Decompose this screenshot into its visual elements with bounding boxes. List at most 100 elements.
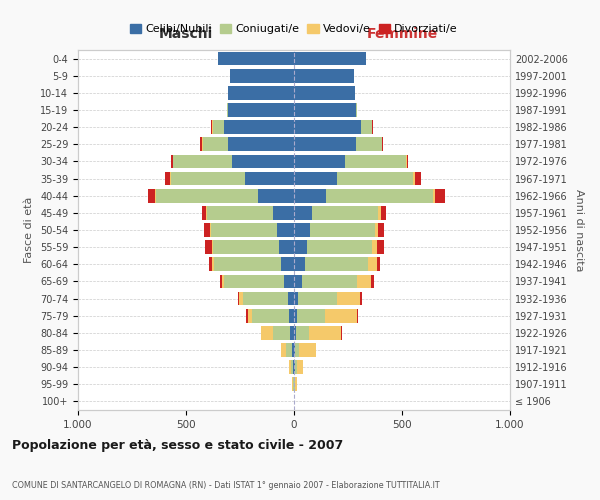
Bar [294,223,310,237]
Bar [308,326,341,340]
Text: COMUNE DI SANTARCANGELO DI ROMAGNA (RN) - Dati ISTAT 1° gennaio 2007 - Elaborazi: COMUNE DI SANTARCANGELO DI ROMAGNA (RN) … [12,481,440,490]
Bar [246,309,248,322]
Bar [286,343,292,357]
Bar [232,154,294,168]
Bar [171,172,245,185]
Bar [434,189,445,202]
Bar [148,189,155,202]
Bar [207,206,273,220]
Bar [356,138,382,151]
Bar [294,309,297,322]
Bar [245,172,294,185]
Bar [214,120,224,134]
Y-axis label: Fasce di età: Fasce di età [25,197,34,263]
Bar [224,274,284,288]
Bar [156,189,259,202]
Bar [230,69,294,82]
Bar [294,258,305,271]
Bar [294,154,346,168]
Bar [289,360,291,374]
Bar [294,274,302,288]
Bar [210,223,211,237]
Bar [294,86,355,100]
Bar [211,223,277,237]
Bar [238,292,239,306]
Bar [378,206,381,220]
Bar [290,326,294,340]
Bar [294,103,356,117]
Bar [295,360,297,374]
Bar [170,172,171,185]
Bar [433,189,434,202]
Bar [346,154,406,168]
Bar [378,223,384,237]
Bar [375,223,378,237]
Bar [377,240,384,254]
Bar [211,120,212,134]
Bar [360,292,362,306]
Bar [377,258,380,271]
Bar [310,223,375,237]
Bar [281,343,286,357]
Bar [326,189,433,202]
Bar [294,52,366,66]
Bar [415,172,421,185]
Bar [341,326,342,340]
Bar [413,172,415,185]
Bar [202,206,206,220]
Bar [273,206,294,220]
Bar [307,240,372,254]
Bar [214,258,281,271]
Bar [205,240,212,254]
Bar [382,138,383,151]
Bar [212,120,214,134]
Bar [200,138,202,151]
Bar [259,189,294,202]
Bar [281,258,294,271]
Bar [280,240,294,254]
Bar [239,292,242,306]
Bar [222,274,224,288]
Bar [206,206,207,220]
Bar [294,138,356,151]
Bar [356,309,358,322]
Bar [361,120,372,134]
Bar [294,360,295,374]
Bar [381,206,386,220]
Bar [248,309,252,322]
Bar [203,138,228,151]
Bar [295,343,299,357]
Bar [289,309,294,322]
Bar [294,326,296,340]
Bar [288,292,294,306]
Bar [302,274,356,288]
Bar [298,292,337,306]
Bar [372,240,377,254]
Bar [218,52,294,66]
Bar [171,154,173,168]
Bar [356,274,371,288]
Bar [294,120,361,134]
Bar [295,378,298,391]
Bar [277,223,294,237]
Bar [284,274,294,288]
Bar [299,343,316,357]
Bar [371,274,374,288]
Bar [297,360,303,374]
Bar [228,138,294,151]
Bar [227,103,228,117]
Bar [273,326,290,340]
Bar [155,189,156,202]
Text: Femmine: Femmine [367,27,437,41]
Bar [165,172,170,185]
Bar [224,120,294,134]
Bar [407,154,409,168]
Bar [294,189,326,202]
Bar [242,292,288,306]
Bar [261,326,273,340]
Legend: Celibi/Nubili, Coniugati/e, Vedovi/e, Divorziati/e: Celibi/Nubili, Coniugati/e, Vedovi/e, Di… [126,20,462,39]
Bar [220,274,222,288]
Bar [294,206,312,220]
Bar [212,240,213,254]
Bar [291,360,293,374]
